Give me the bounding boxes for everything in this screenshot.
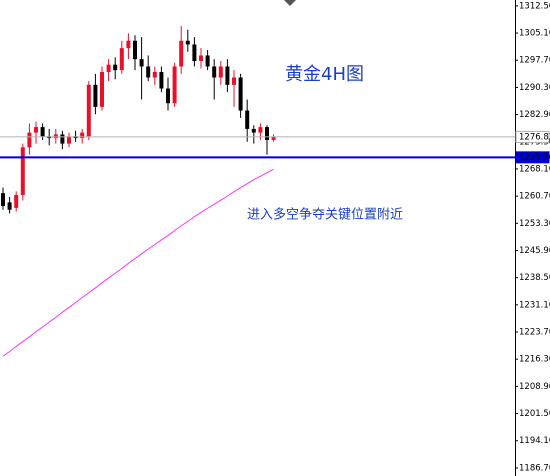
y-tick-label: 1268.10 bbox=[519, 164, 550, 174]
candle-body bbox=[7, 202, 12, 210]
candle-body bbox=[113, 64, 118, 71]
y-tick-label: 1238.50 bbox=[519, 273, 550, 283]
candle-body bbox=[80, 132, 85, 139]
candle-body bbox=[185, 40, 190, 45]
candle-body bbox=[34, 127, 38, 133]
candle-body bbox=[60, 134, 65, 144]
moving-average bbox=[2, 168, 274, 357]
candle-body bbox=[271, 136, 276, 140]
y-tick-label: 1312.50 bbox=[519, 1, 550, 11]
candle-body bbox=[245, 110, 250, 129]
price-label: 1276.82 bbox=[519, 132, 550, 142]
candle-body bbox=[139, 59, 144, 67]
candle-body bbox=[225, 66, 230, 85]
y-tick-label: 1201.50 bbox=[519, 409, 550, 419]
candle-body bbox=[265, 127, 269, 140]
candle-body bbox=[1, 193, 5, 207]
y-tick-label: 1208.90 bbox=[519, 382, 550, 392]
y-tick-label: 1186.70 bbox=[519, 463, 550, 473]
candle-body bbox=[14, 195, 19, 208]
y-tick-label: 1297.70 bbox=[519, 56, 550, 66]
candle-body bbox=[152, 71, 157, 78]
candle-body bbox=[159, 71, 164, 89]
candle-body bbox=[205, 55, 210, 67]
annotation: 进入多空争夺关键位置附近 bbox=[247, 207, 403, 223]
candle-body bbox=[133, 40, 137, 60]
y-tick-label: 1290.30 bbox=[519, 83, 550, 93]
y-tick-label: 1231.10 bbox=[519, 300, 550, 310]
candle-body bbox=[126, 40, 131, 49]
candle-body bbox=[192, 44, 197, 61]
candle-body bbox=[93, 84, 98, 107]
candle-body bbox=[100, 71, 104, 107]
scroll-marker bbox=[284, 0, 296, 6]
candle-body bbox=[166, 88, 170, 104]
chart-title: 黄金4H图 bbox=[285, 64, 364, 85]
candle-body bbox=[106, 64, 111, 72]
candle-body bbox=[20, 147, 25, 196]
y-tick-label: 1223.70 bbox=[519, 328, 550, 338]
candle-body bbox=[199, 55, 203, 61]
y-tick-label: 1245.90 bbox=[519, 246, 550, 256]
candle-body bbox=[232, 77, 236, 85]
candle-body bbox=[27, 132, 32, 148]
candle-body bbox=[119, 48, 124, 71]
y-tick-label: 1253.30 bbox=[519, 219, 550, 229]
candle-body bbox=[258, 127, 263, 133]
y-tick-label: 1305.10 bbox=[519, 29, 550, 39]
price-label: 1271.26 bbox=[519, 153, 550, 163]
price-label-box bbox=[515, 151, 550, 164]
candle-body bbox=[179, 40, 184, 67]
candle-body bbox=[67, 136, 71, 144]
candle-body bbox=[238, 77, 243, 111]
candle-body bbox=[146, 66, 151, 78]
candle-body bbox=[40, 127, 45, 137]
y-tick-label: 1194.10 bbox=[519, 436, 550, 446]
y-tick-label: 1282.90 bbox=[519, 110, 550, 120]
y-tick-label: 1260.70 bbox=[519, 192, 550, 202]
candle-body bbox=[53, 134, 58, 139]
candle-body bbox=[251, 128, 256, 133]
candle-body bbox=[86, 84, 91, 137]
candle-body bbox=[172, 66, 177, 104]
y-tick-label: 1216.30 bbox=[519, 355, 550, 365]
price-label-box bbox=[515, 130, 550, 143]
candle-body bbox=[212, 66, 217, 78]
candle-body bbox=[218, 66, 223, 78]
